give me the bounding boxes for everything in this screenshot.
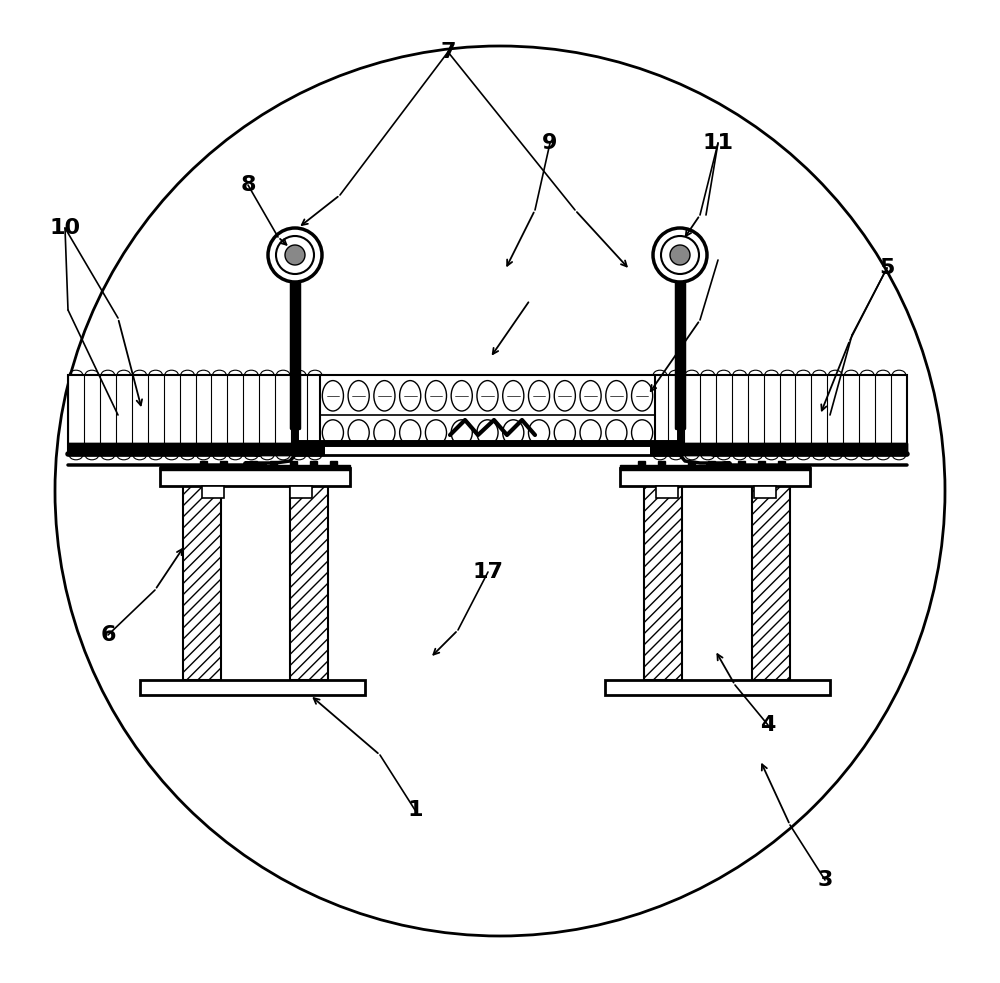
Ellipse shape xyxy=(580,420,601,445)
Bar xyxy=(330,461,337,468)
Text: 4: 4 xyxy=(760,715,776,735)
Bar xyxy=(758,461,765,468)
Bar xyxy=(320,375,655,455)
Ellipse shape xyxy=(374,420,395,445)
Bar xyxy=(290,461,297,468)
Ellipse shape xyxy=(348,380,369,411)
Bar xyxy=(655,443,907,455)
Bar xyxy=(270,461,277,468)
Bar xyxy=(708,461,715,468)
Ellipse shape xyxy=(632,380,653,411)
Ellipse shape xyxy=(425,420,447,445)
Bar xyxy=(620,468,810,486)
Text: 6: 6 xyxy=(100,625,116,645)
Ellipse shape xyxy=(400,380,421,411)
Bar xyxy=(778,461,785,468)
Text: 17: 17 xyxy=(473,562,504,582)
Bar xyxy=(605,680,830,695)
Bar xyxy=(310,461,317,468)
Bar xyxy=(250,461,257,468)
Circle shape xyxy=(276,236,314,274)
Bar xyxy=(638,461,645,468)
Text: 11: 11 xyxy=(702,133,734,153)
Ellipse shape xyxy=(528,420,550,445)
Ellipse shape xyxy=(322,380,343,411)
Bar xyxy=(290,486,328,680)
Ellipse shape xyxy=(503,380,524,411)
Bar xyxy=(68,443,907,455)
Bar xyxy=(202,486,224,498)
Ellipse shape xyxy=(451,380,472,411)
Bar xyxy=(290,486,312,498)
Bar xyxy=(620,465,810,470)
Circle shape xyxy=(670,245,690,265)
Circle shape xyxy=(285,245,305,265)
Ellipse shape xyxy=(503,420,524,445)
Ellipse shape xyxy=(554,380,575,411)
Bar xyxy=(160,465,350,470)
Ellipse shape xyxy=(322,420,343,445)
Bar xyxy=(183,486,221,680)
Bar xyxy=(754,486,776,498)
Bar xyxy=(140,680,365,695)
Bar xyxy=(656,486,678,498)
Bar xyxy=(68,375,323,455)
Bar xyxy=(688,461,695,468)
Bar xyxy=(325,441,650,457)
Bar xyxy=(200,461,207,468)
Circle shape xyxy=(268,228,322,282)
Bar xyxy=(752,486,790,680)
Ellipse shape xyxy=(477,380,498,411)
Ellipse shape xyxy=(451,420,472,445)
Text: 7: 7 xyxy=(440,42,456,62)
Bar xyxy=(658,461,665,468)
Bar xyxy=(738,461,745,468)
Bar xyxy=(68,443,320,455)
Bar xyxy=(652,375,907,455)
Ellipse shape xyxy=(554,420,575,445)
Ellipse shape xyxy=(425,380,447,411)
Bar xyxy=(160,468,350,486)
Bar xyxy=(220,461,227,468)
Ellipse shape xyxy=(606,380,627,411)
Ellipse shape xyxy=(580,380,601,411)
Ellipse shape xyxy=(374,380,395,411)
Text: 9: 9 xyxy=(542,133,558,153)
Ellipse shape xyxy=(632,420,653,445)
Ellipse shape xyxy=(348,420,369,445)
Text: 1: 1 xyxy=(407,800,423,820)
Ellipse shape xyxy=(477,420,498,445)
Text: 3: 3 xyxy=(817,870,833,890)
Bar xyxy=(644,486,682,680)
Text: 8: 8 xyxy=(240,175,256,195)
Ellipse shape xyxy=(400,420,421,445)
Text: 10: 10 xyxy=(49,218,81,238)
Text: 5: 5 xyxy=(879,258,895,278)
Ellipse shape xyxy=(528,380,550,411)
Ellipse shape xyxy=(606,420,627,445)
Circle shape xyxy=(661,236,699,274)
Circle shape xyxy=(55,46,945,936)
Circle shape xyxy=(653,228,707,282)
